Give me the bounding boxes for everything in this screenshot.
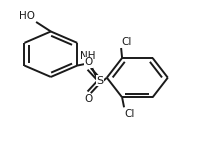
- Text: O: O: [84, 94, 92, 104]
- Text: HO: HO: [19, 11, 35, 21]
- Text: S: S: [96, 76, 104, 86]
- Text: O: O: [84, 57, 92, 67]
- Text: Cl: Cl: [125, 109, 135, 119]
- Text: Cl: Cl: [122, 37, 132, 47]
- Text: NH: NH: [80, 51, 96, 61]
